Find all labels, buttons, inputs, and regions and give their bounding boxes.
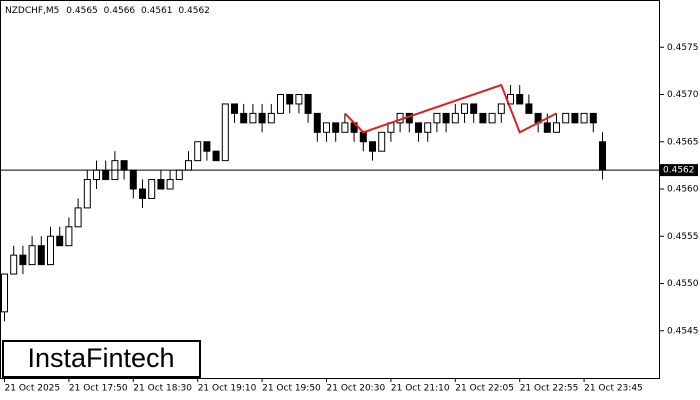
- x-tick-label: 21 Oct 23:45: [584, 384, 643, 394]
- candle-body: [267, 112, 275, 124]
- candle-body: [295, 94, 303, 105]
- x-tick-label: 21 Oct 21:10: [391, 384, 450, 394]
- candle-body: [37, 245, 45, 266]
- candle-body: [185, 160, 192, 171]
- header-close: 0.4562: [178, 6, 210, 16]
- candle-body: [47, 235, 54, 266]
- candle-body: [488, 112, 496, 124]
- candle-body: [332, 122, 340, 133]
- candle-body: [341, 122, 349, 133]
- price-label-box: [660, 164, 698, 177]
- candle-body: [221, 103, 229, 162]
- candle-body: [102, 169, 110, 181]
- candle-body: [562, 112, 570, 124]
- candle-body: [369, 141, 376, 152]
- candle-body: [231, 103, 238, 114]
- candle-body: [65, 226, 73, 247]
- symbol: NZDCHF,M5: [5, 6, 59, 16]
- candle-body: [304, 94, 312, 114]
- header-open: 0.4565: [66, 6, 98, 16]
- candle-body: [10, 254, 18, 275]
- candle-body: [553, 122, 560, 133]
- candle-body: [194, 141, 202, 162]
- price-label: 0.4562: [663, 166, 695, 176]
- y-tick-label: 0.4545: [667, 326, 699, 336]
- candle-body: [442, 112, 450, 124]
- y-tick-label: 0.4550: [667, 279, 699, 289]
- candle-body: [249, 112, 257, 124]
- y-tick-label: 0.4560: [667, 185, 699, 195]
- candle-body: [378, 131, 386, 152]
- x-tick-label: 21 Oct 18:30: [133, 384, 192, 394]
- candle-body: [203, 141, 211, 152]
- candle-body: [497, 103, 505, 114]
- candle-body: [240, 112, 248, 124]
- x-tick-label: 21 Oct 20:30: [327, 384, 386, 394]
- plot-frame: [0, 0, 660, 379]
- candle-body: [571, 112, 579, 124]
- candle-body: [323, 122, 330, 133]
- candle-body: [589, 112, 597, 124]
- logo-box: [2, 340, 201, 378]
- candle-body: [166, 179, 174, 190]
- candle-body: [451, 112, 459, 124]
- candle-body: [277, 94, 284, 114]
- candle-body: [424, 122, 432, 133]
- candle-body: [120, 160, 128, 171]
- candle-body: [148, 179, 156, 199]
- candle-body: [580, 112, 588, 124]
- candle-body: [74, 207, 82, 228]
- candle-body: [139, 188, 146, 199]
- candle-body: [286, 94, 294, 105]
- candle-body: [1, 273, 8, 313]
- logo: InstaFintech: [27, 343, 174, 373]
- candle-body: [83, 179, 91, 209]
- y-tick-label: 0.4555: [667, 232, 699, 242]
- candle-body: [212, 150, 220, 162]
- x-tick-label: 21 Oct 19:50: [262, 384, 321, 394]
- candle-body: [543, 122, 551, 133]
- candle-body: [599, 141, 606, 171]
- header-low: 0.4561: [141, 6, 173, 16]
- candle-body: [461, 103, 468, 114]
- candle-body: [433, 112, 441, 124]
- candle-body: [479, 112, 487, 124]
- candle-body: [175, 169, 183, 181]
- pattern-line: [344, 83, 557, 134]
- candle-body: [359, 131, 367, 143]
- candle-body: [525, 103, 533, 114]
- x-tick-label: 21 Oct 2025: [5, 384, 61, 394]
- x-tick-label: 21 Oct 22:05: [455, 384, 514, 394]
- x-tick-label: 21 Oct 17:50: [69, 384, 128, 394]
- candle-body: [56, 235, 64, 247]
- x-tick-label: 21 Oct 19:10: [198, 384, 257, 394]
- candle-body: [313, 112, 321, 133]
- candle-body: [157, 179, 165, 190]
- candle-body: [93, 169, 100, 181]
- candle-body: [516, 94, 524, 105]
- candle-body: [19, 254, 27, 266]
- y-tick-label: 0.4565: [667, 137, 699, 147]
- x-tick-label: 21 Oct 22:55: [520, 384, 579, 394]
- chart-header: NZDCHF,M5 0.4565 0.4566 0.4561 0.4562: [5, 6, 210, 16]
- candle-body: [129, 169, 137, 190]
- candle-body: [28, 245, 36, 266]
- y-tick-label: 0.4575: [667, 43, 699, 53]
- candle-body: [258, 112, 266, 124]
- header-high: 0.4566: [104, 6, 136, 16]
- candle-body: [415, 122, 422, 133]
- y-tick-label: 0.4570: [667, 90, 699, 100]
- candle-body: [470, 103, 478, 114]
